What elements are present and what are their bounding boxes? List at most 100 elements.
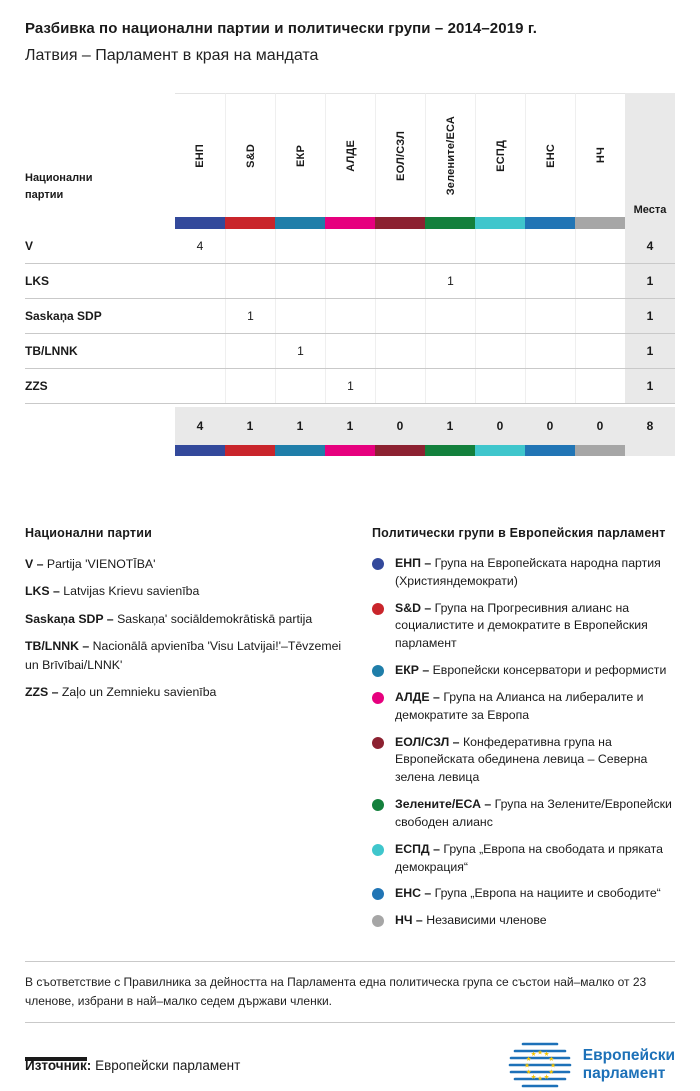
seat-cell bbox=[225, 369, 275, 403]
color-bar-ni bbox=[575, 445, 625, 456]
svg-text:★: ★ bbox=[537, 1049, 543, 1057]
color-bar-gue bbox=[375, 217, 425, 229]
color-bar-efdd bbox=[475, 217, 525, 229]
footnote: В съответствие с Правилника за дейността… bbox=[25, 961, 675, 1024]
seat-cell bbox=[425, 229, 475, 263]
seat-cell bbox=[325, 229, 375, 263]
total-cell: 0 bbox=[475, 407, 525, 445]
group-color-dot bbox=[372, 558, 384, 570]
grand-total-cell: 8 bbox=[625, 407, 675, 445]
total-cell: 4 bbox=[175, 407, 225, 445]
seat-cell bbox=[575, 264, 625, 298]
ep-logo: ★ ★ ★ ★ ★ ★ ★ ★ ★ ★ ★ ★ Европейски парла… bbox=[507, 1039, 675, 1091]
seat-cell: 1 bbox=[325, 369, 375, 403]
seat-cell bbox=[375, 299, 425, 333]
seats-column-spacer bbox=[625, 445, 675, 456]
seat-cell bbox=[225, 229, 275, 263]
table-total-row: 4 1 1 1 0 1 0 0 0 8 bbox=[25, 407, 675, 445]
party-name: LKS bbox=[25, 274, 49, 288]
column-header-epp: ЕНП bbox=[175, 93, 225, 217]
table-row-tblnnk: TB/LNNK 1 1 bbox=[25, 334, 675, 369]
seat-cell bbox=[475, 369, 525, 403]
column-header-ecr: ЕКР bbox=[275, 93, 325, 217]
seat-cell bbox=[525, 369, 575, 403]
seats-total-cell: 1 bbox=[625, 334, 675, 368]
seat-cell bbox=[425, 369, 475, 403]
seat-cell bbox=[375, 369, 425, 403]
seat-cell bbox=[275, 369, 325, 403]
legend-item: ЕНС – Група „Европа на нациите и свободи… bbox=[372, 885, 675, 903]
legend-item: ЕНП – Група на Европейската народна парт… bbox=[372, 555, 675, 591]
total-cell: 1 bbox=[225, 407, 275, 445]
seat-cell bbox=[275, 264, 325, 298]
seats-total-cell: 1 bbox=[625, 369, 675, 403]
svg-text:★: ★ bbox=[530, 1050, 536, 1058]
row-header-label: Национални партии bbox=[25, 171, 93, 202]
seat-cell bbox=[325, 299, 375, 333]
seats-total-cell: 1 bbox=[625, 264, 675, 298]
seat-cell bbox=[475, 299, 525, 333]
color-bar-gue bbox=[375, 445, 425, 456]
column-header-sd: S&D bbox=[225, 93, 275, 217]
total-cell: 1 bbox=[325, 407, 375, 445]
seat-cell bbox=[575, 229, 625, 263]
seat-cell bbox=[275, 299, 325, 333]
ep-logo-mark: ★ ★ ★ ★ ★ ★ ★ ★ ★ ★ ★ ★ bbox=[508, 1042, 572, 1088]
total-cell: 1 bbox=[425, 407, 475, 445]
total-cell: 0 bbox=[525, 407, 575, 445]
seats-column-header: Места bbox=[625, 93, 675, 217]
seat-cell bbox=[175, 334, 225, 368]
column-header-greens: Зелените/ЕСА bbox=[425, 93, 475, 217]
seat-cell: 1 bbox=[275, 334, 325, 368]
legend-item: НЧ – Независими членове bbox=[372, 912, 675, 930]
seat-cell bbox=[475, 264, 525, 298]
seats-total-cell: 1 bbox=[625, 299, 675, 333]
national-parties-legend: Национални партии V – Partija 'VIENOTĪBA… bbox=[25, 526, 347, 939]
total-cell: 0 bbox=[575, 407, 625, 445]
group-color-dot bbox=[372, 915, 384, 928]
color-bar-epp bbox=[175, 445, 225, 456]
legend-item: S&D – Група на Прогресивния алианс на со… bbox=[372, 600, 675, 653]
seat-cell bbox=[175, 369, 225, 403]
seat-cell bbox=[425, 334, 475, 368]
color-bar-enf bbox=[525, 217, 575, 229]
legend-item: LKS – Latvijas Krievu savienība bbox=[25, 584, 200, 599]
color-bar-greens bbox=[425, 445, 475, 456]
seat-cell bbox=[575, 369, 625, 403]
seats-column-spacer bbox=[625, 217, 675, 229]
color-bar-greens bbox=[425, 217, 475, 229]
party-name: V bbox=[25, 239, 34, 253]
page-title: Разбивка по национални партии и политиче… bbox=[25, 20, 537, 37]
political-groups-legend: Политически групи в Европейския парламен… bbox=[372, 526, 675, 939]
group-color-dot bbox=[372, 691, 384, 704]
group-color-dot bbox=[372, 888, 384, 901]
table-row-v: V 4 4 bbox=[25, 229, 675, 264]
seat-cell bbox=[375, 229, 425, 263]
legend-item: ЕОЛ/СЗЛ – Конфедеративна група на Европе… bbox=[372, 734, 675, 787]
legend-right-heading: Политически групи в Европейския парламен… bbox=[372, 526, 666, 540]
legend-item: ЕКР – Европейски консерватори и реформис… bbox=[372, 662, 675, 680]
svg-text:★: ★ bbox=[548, 1055, 554, 1063]
seat-cell bbox=[525, 334, 575, 368]
ep-logo-text: Европейски парламент bbox=[582, 1046, 675, 1083]
seat-cell bbox=[575, 299, 625, 333]
party-name: TB/LNNK bbox=[25, 344, 78, 358]
seat-cell: 4 bbox=[196, 239, 204, 253]
table-row-zzs: ZZS 1 1 bbox=[25, 369, 675, 404]
color-bar-ni bbox=[575, 217, 625, 229]
legend-item: TB/LNNK – Nacionālā apvienība 'Visu Latv… bbox=[25, 639, 342, 672]
group-color-dot bbox=[372, 602, 384, 615]
seat-cell: 1 bbox=[225, 299, 275, 333]
footnote-text: В съответствие с Правилника за дейността… bbox=[25, 975, 647, 1008]
seat-cell bbox=[475, 334, 525, 368]
seats-table: Национални партии ЕНП S&D ЕКР АЛДЕ ЕОЛ/С… bbox=[25, 93, 675, 456]
legend-item: АЛДЕ – Група на Алианса на либералите и … bbox=[372, 689, 675, 725]
color-bar-alde bbox=[325, 217, 375, 229]
group-color-dot bbox=[372, 665, 384, 678]
column-header-enf: ЕНС bbox=[525, 93, 575, 217]
color-bar-efdd bbox=[475, 445, 525, 456]
legend-item: Saskaņa SDP – Saskaņa' sociāldemokrātisk… bbox=[25, 611, 313, 626]
seat-cell bbox=[275, 229, 325, 263]
footer-row: Източник: Европейски парламент ★ ★ ★ ★ bbox=[25, 1039, 675, 1091]
seat-cell bbox=[325, 264, 375, 298]
